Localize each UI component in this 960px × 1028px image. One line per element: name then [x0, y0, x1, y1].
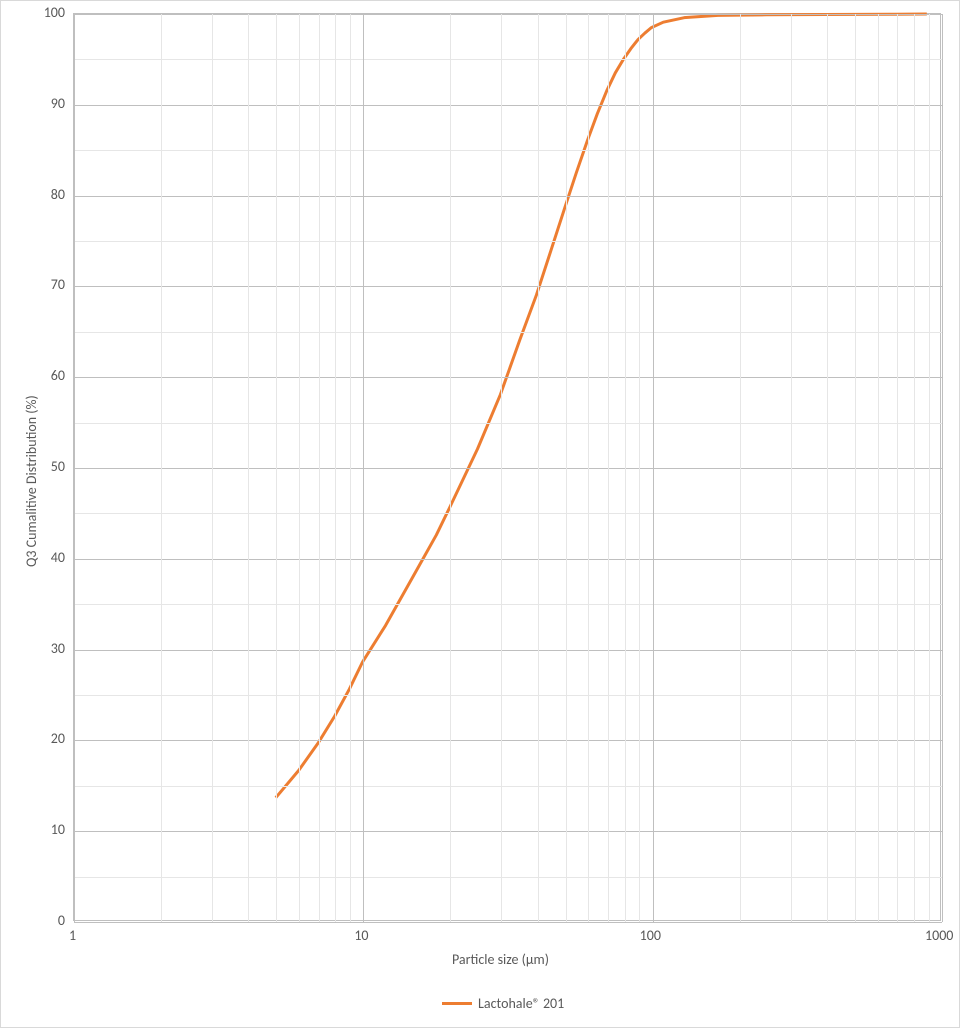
x-gridline-minor [538, 14, 539, 922]
y-gridline-minor [74, 59, 942, 60]
x-tick-label: 10 [354, 927, 368, 944]
y-tick-label: 80 [51, 186, 65, 203]
x-gridline-minor [450, 14, 451, 922]
x-axis-title: Particle size (µm) [452, 951, 549, 968]
x-gridline-minor [897, 14, 898, 922]
x-gridline-minor [855, 14, 856, 922]
y-gridline-major [74, 650, 942, 651]
plot-area [73, 13, 941, 921]
x-tick-label: 1000 [925, 927, 953, 944]
y-gridline-major [74, 559, 942, 560]
y-tick-label: 90 [51, 95, 65, 112]
y-tick-label: 70 [51, 276, 65, 293]
x-gridline-minor [161, 14, 162, 922]
y-gridline-major [74, 105, 942, 106]
x-gridline-minor [350, 14, 351, 922]
x-gridline-minor [588, 14, 589, 922]
x-gridline-major [363, 14, 364, 922]
y-gridline-minor [74, 241, 942, 242]
x-gridline-minor [319, 14, 320, 922]
y-axis-title: Q3 Cumalitive Distribution (%) [23, 395, 40, 567]
x-gridline-minor [501, 14, 502, 922]
y-tick-label: 50 [51, 458, 65, 475]
x-gridline-minor [566, 14, 567, 922]
x-gridline-major [653, 14, 654, 922]
x-tick-label: 100 [640, 927, 661, 944]
y-gridline-minor [74, 513, 942, 514]
y-gridline-minor [74, 877, 942, 878]
x-gridline-minor [212, 14, 213, 922]
legend: Lactohale® 201 [442, 995, 564, 1012]
y-tick-label: 40 [51, 549, 65, 566]
x-gridline-minor [827, 14, 828, 922]
y-gridline-minor [74, 695, 942, 696]
x-gridline-minor [914, 14, 915, 922]
y-gridline-major [74, 468, 942, 469]
x-gridline-minor [878, 14, 879, 922]
y-gridline-major [74, 740, 942, 741]
x-gridline-minor [276, 14, 277, 922]
y-gridline-minor [74, 604, 942, 605]
y-gridline-major [74, 922, 942, 923]
x-gridline-minor [299, 14, 300, 922]
x-gridline-minor [625, 14, 626, 922]
legend-line-swatch [442, 1002, 472, 1005]
x-gridline-minor [335, 14, 336, 922]
y-gridline-major [74, 196, 942, 197]
y-gridline-major [74, 286, 942, 287]
series-line [276, 14, 927, 798]
x-gridline-minor [639, 14, 640, 922]
y-gridline-major [74, 14, 942, 15]
y-tick-label: 20 [51, 730, 65, 747]
y-tick-label: 10 [51, 821, 65, 838]
y-tick-label: 30 [51, 640, 65, 657]
y-tick-label: 60 [51, 367, 65, 384]
x-tick-label: 1 [69, 927, 76, 944]
x-gridline-major [74, 14, 75, 922]
y-gridline-minor [74, 150, 942, 151]
x-gridline-minor [740, 14, 741, 922]
y-tick-label: 0 [58, 912, 65, 929]
y-gridline-minor [74, 332, 942, 333]
legend-label: Lactohale® 201 [478, 995, 564, 1012]
x-gridline-minor [248, 14, 249, 922]
y-gridline-minor [74, 786, 942, 787]
chart-container: Q3 Cumalitive Distribution (%) Particle … [0, 0, 960, 1028]
y-gridline-minor [74, 423, 942, 424]
y-tick-label: 100 [44, 4, 65, 21]
y-gridline-major [74, 831, 942, 832]
x-gridline-minor [608, 14, 609, 922]
y-gridline-major [74, 377, 942, 378]
x-gridline-major [942, 14, 943, 922]
x-gridline-minor [791, 14, 792, 922]
x-gridline-minor [929, 14, 930, 922]
